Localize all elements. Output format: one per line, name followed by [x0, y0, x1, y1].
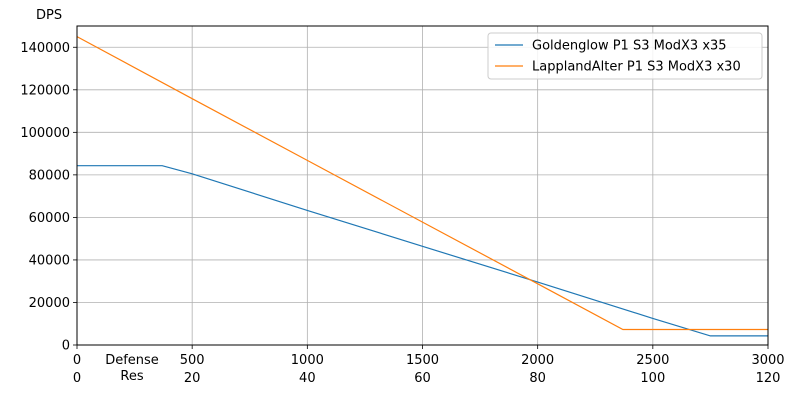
x-tick-label-res: 80: [529, 371, 546, 386]
x-tick-label-defense: 1000: [291, 353, 324, 368]
x-tick-label-res: 100: [640, 371, 665, 386]
x-tick-label-res: 20: [184, 371, 201, 386]
x-tick-label-res: 40: [299, 371, 316, 386]
x-tick-label-res: 60: [414, 371, 431, 386]
x-tick-label-defense: 0: [73, 353, 81, 368]
y-tick-label: 0: [62, 339, 70, 354]
y-tick-label: 100000: [20, 126, 70, 141]
x-tick-label-defense: 500: [180, 353, 205, 368]
x-axis-label-res: Res: [120, 369, 143, 384]
x-tick-label-defense: 1500: [406, 353, 439, 368]
series-lines: [76, 36, 768, 337]
y-tick-label: 20000: [29, 296, 70, 311]
y-axis-ticks: 0 20000 40000 60000 80000 100000 120000 140000: [20, 41, 77, 354]
x-axis-ticks: 0 0 500 20 1000 40 1500 60 2000 80 2500 100 3000 120: [73, 345, 785, 386]
y-axis-label: DPS: [36, 8, 62, 23]
x-tick-label-defense: 2500: [636, 353, 669, 368]
legend-box: [487, 32, 763, 80]
y-tick-label: 40000: [29, 253, 70, 268]
x-tick-label-defense: 2000: [521, 353, 554, 368]
series-line-2: [76, 36, 768, 331]
legend-label-1: Goldenglow P1 S3 ModX3 x35: [532, 39, 727, 54]
x-tick-label-defense: 3000: [751, 353, 784, 368]
y-tick-label: 60000: [29, 211, 70, 226]
x-axis-label-defense: Defense: [105, 353, 159, 368]
y-tick-label: 120000: [20, 83, 70, 98]
y-tick-label: 140000: [20, 41, 70, 56]
legend: Goldenglow P1 S3 ModX3 x35 LapplandAlter …: [487, 32, 763, 80]
x-tick-label-res: 0: [73, 371, 81, 386]
x-tick-label-res: 120: [756, 371, 781, 386]
y-tick-label: 80000: [29, 168, 70, 183]
legend-label-2: LapplandAlter P1 S3 ModX3 x30: [532, 60, 741, 75]
